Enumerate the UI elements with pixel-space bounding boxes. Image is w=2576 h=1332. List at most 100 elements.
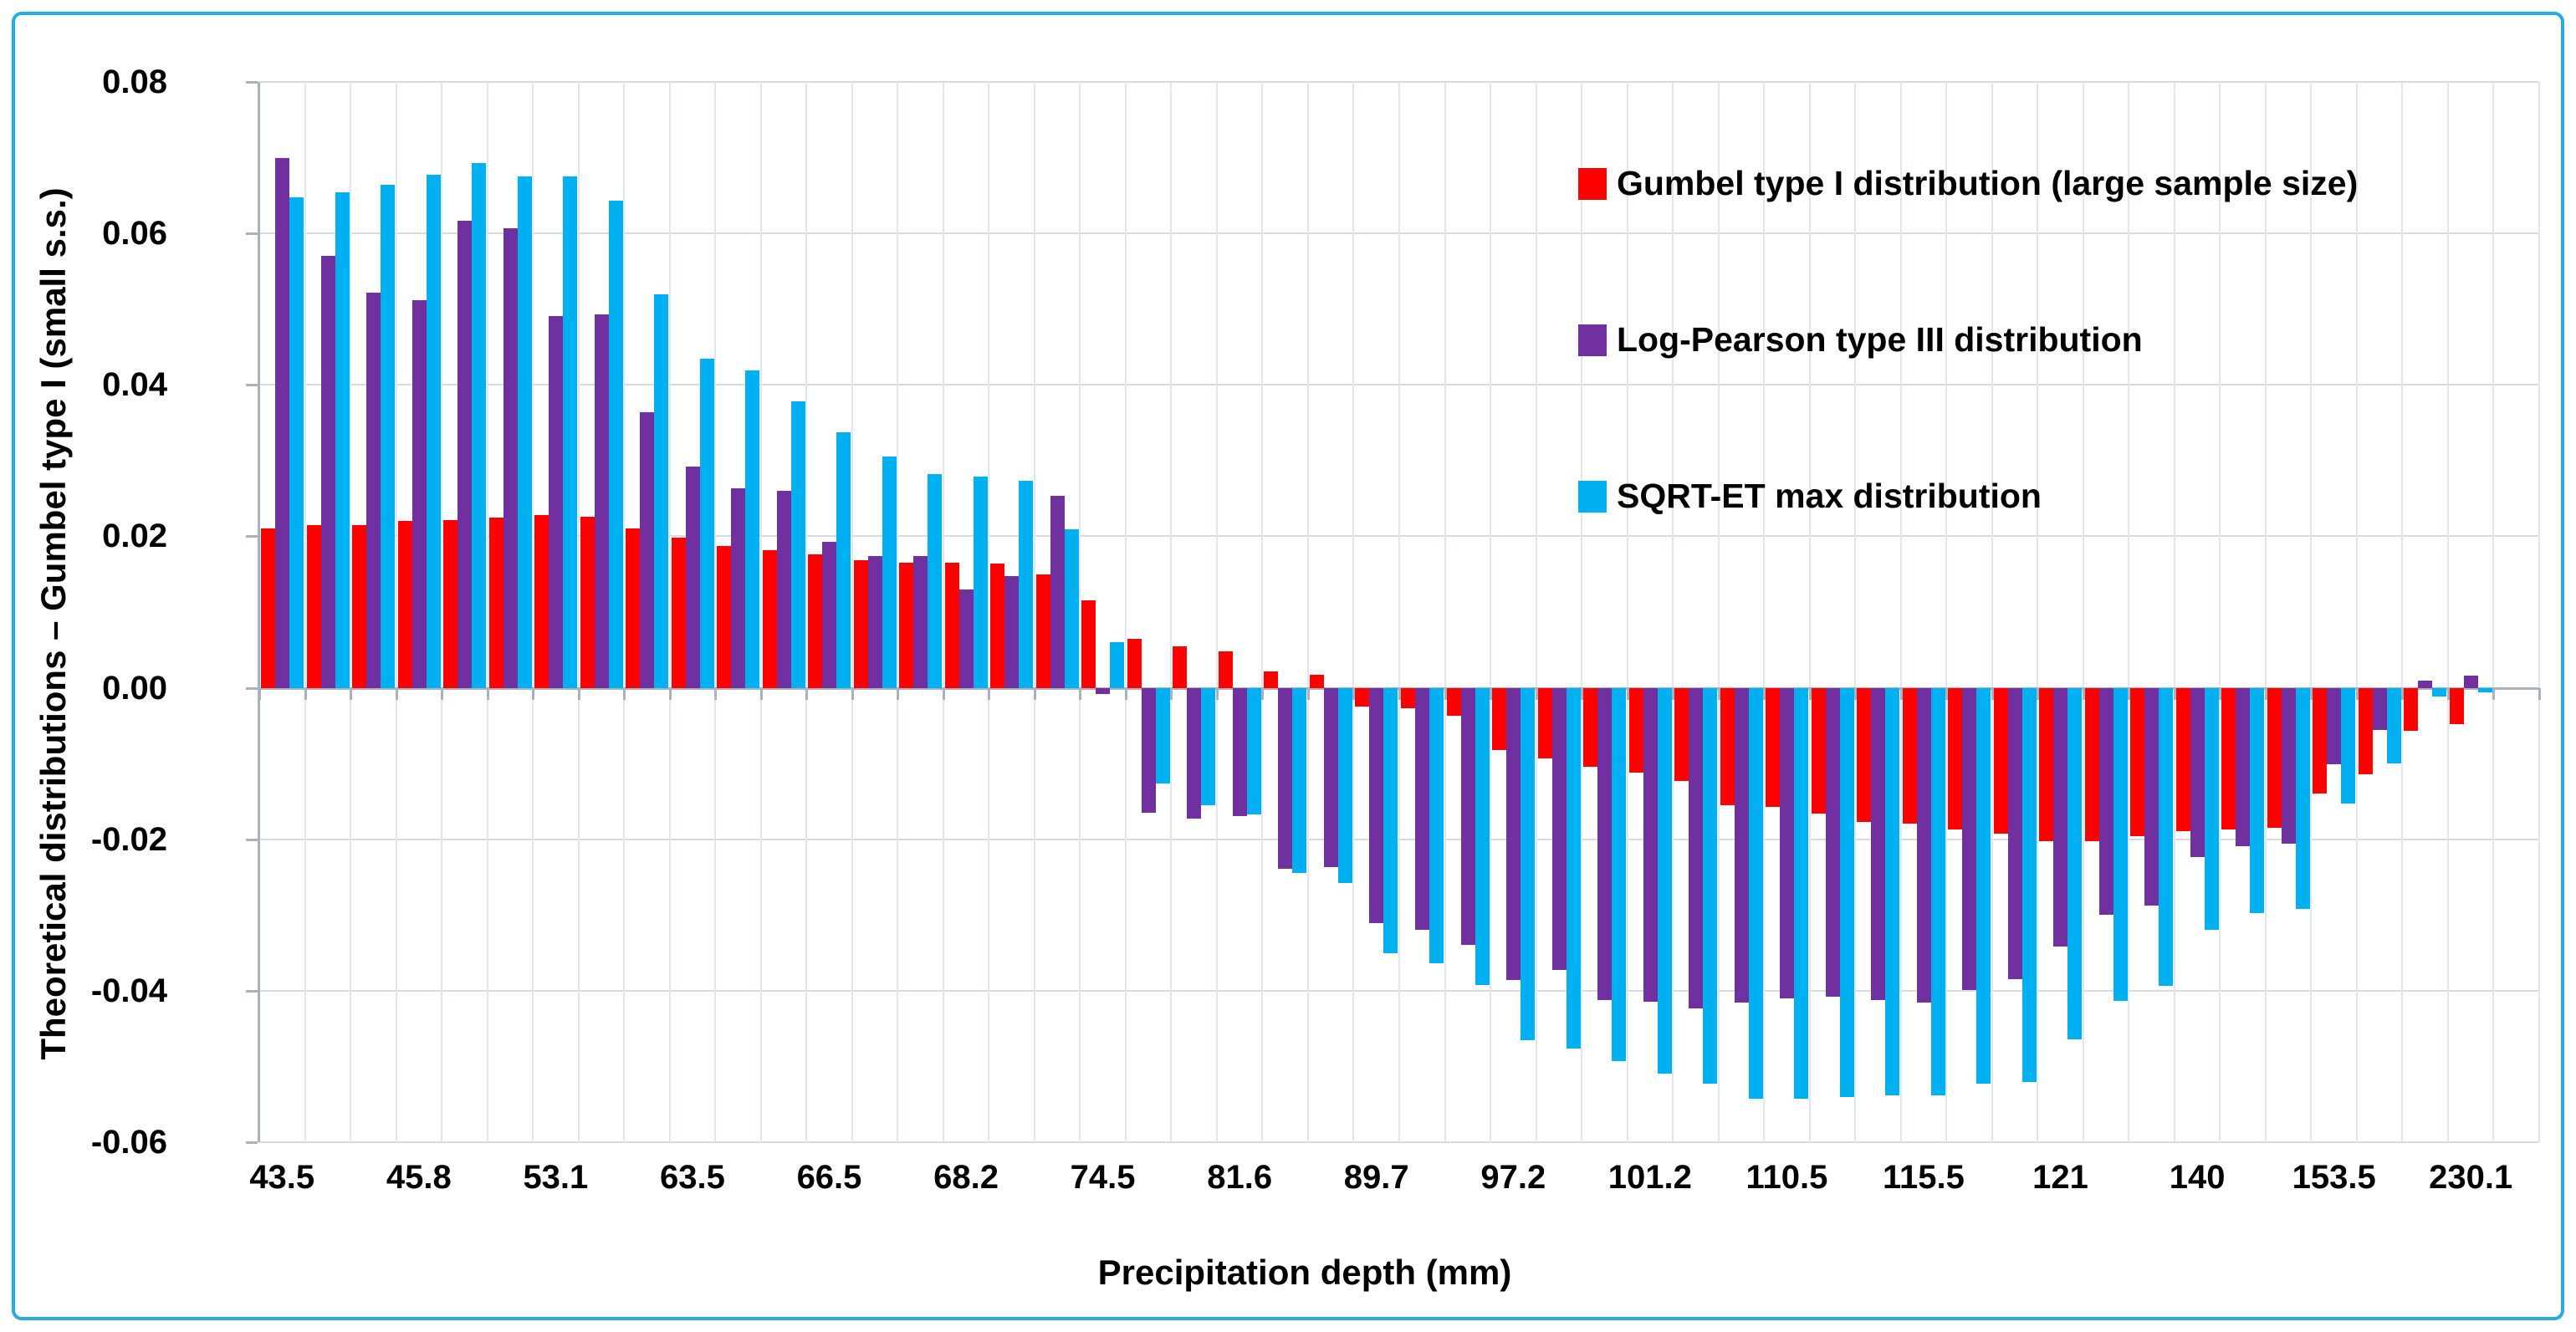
bar-sqrt-et-max xyxy=(2432,687,2447,697)
x-axis-tick xyxy=(1124,687,1127,700)
gridline-vertical xyxy=(1854,82,1857,1142)
x-tick-label: 110.5 xyxy=(1745,1159,1828,1196)
bar-log-pearson-iii xyxy=(1689,687,1704,1008)
x-tick-label: 121 xyxy=(2032,1159,2088,1196)
x-axis-tick xyxy=(623,687,626,700)
bar-gumbel-large-ss xyxy=(2221,687,2236,829)
x-axis-tick xyxy=(2446,687,2450,700)
bar-log-pearson-iii xyxy=(1506,687,1521,981)
bar-sqrt-et-max xyxy=(882,457,897,688)
bar-sqrt-et-max xyxy=(1383,687,1398,954)
gridline-vertical xyxy=(2264,82,2267,1142)
bar-log-pearson-iii xyxy=(2144,687,2159,906)
bar-sqrt-et-max xyxy=(1885,687,1900,1095)
gridline-vertical xyxy=(2538,82,2540,1142)
x-axis-tick xyxy=(1444,687,1447,700)
bar-gumbel-large-ss xyxy=(2313,687,2328,794)
bar-sqrt-et-max xyxy=(973,476,988,688)
y-axis-tick xyxy=(246,686,258,690)
x-axis-tick xyxy=(1215,687,1219,700)
bar-gumbel-large-ss xyxy=(2130,687,2145,837)
bar-log-pearson-iii xyxy=(1415,687,1429,931)
bar-log-pearson-iii xyxy=(1460,687,1475,945)
bar-sqrt-et-max xyxy=(2250,687,2265,913)
bar-gumbel-large-ss xyxy=(2039,687,2054,841)
bar-gumbel-large-ss xyxy=(1857,687,1872,822)
x-tick-label: 74.5 xyxy=(1070,1159,1136,1196)
bar-sqrt-et-max xyxy=(1976,687,1991,1084)
gridline-vertical xyxy=(395,82,397,1142)
x-axis-title: Precipitation depth (mm) xyxy=(1097,1253,1512,1292)
x-axis-tick xyxy=(350,687,353,700)
gridline-vertical xyxy=(2310,82,2313,1142)
bar-gumbel-large-ss xyxy=(1993,687,2008,834)
bar-gumbel-large-ss xyxy=(1035,574,1050,688)
x-tick-label: 89.7 xyxy=(1343,1159,1409,1196)
bar-gumbel-large-ss xyxy=(2267,687,2282,829)
x-axis-tick xyxy=(2264,687,2267,700)
bar-gumbel-large-ss xyxy=(671,538,686,688)
gridline-vertical xyxy=(1079,82,1081,1142)
bar-gumbel-large-ss xyxy=(1218,651,1233,688)
gridline-vertical xyxy=(805,82,808,1142)
bar-sqrt-et-max xyxy=(608,201,623,688)
x-axis-tick xyxy=(2538,687,2541,700)
bar-gumbel-large-ss xyxy=(1492,687,1507,750)
y-axis-line xyxy=(258,82,260,1142)
bar-log-pearson-iii xyxy=(2098,687,2113,916)
bar-log-pearson-iii xyxy=(411,299,427,688)
bar-gumbel-large-ss xyxy=(990,564,1005,688)
legend-item-log-pearson: Log-Pearson type III distribution xyxy=(1578,320,2358,360)
x-axis-tick xyxy=(1079,687,1082,700)
legend-item-sqrt-et: SQRT-ET max distribution xyxy=(1578,477,2358,516)
gridline-vertical xyxy=(1490,82,1492,1142)
x-axis-tick xyxy=(2037,687,2040,700)
bar-sqrt-et-max xyxy=(1566,687,1581,1049)
bar-sqrt-et-max xyxy=(1019,481,1034,688)
bar-gumbel-large-ss xyxy=(2175,687,2190,831)
bar-sqrt-et-max xyxy=(426,175,441,688)
gridline-vertical xyxy=(2082,82,2084,1142)
x-axis-tick xyxy=(1808,687,1812,700)
bar-log-pearson-iii xyxy=(594,314,609,688)
bar-gumbel-large-ss xyxy=(1674,687,1689,781)
legend-swatch-sqrt-et xyxy=(1578,480,1607,513)
x-axis-tick xyxy=(1170,687,1173,700)
bar-gumbel-large-ss xyxy=(1127,638,1142,688)
bar-log-pearson-iii xyxy=(549,315,564,688)
y-tick-label: 0.06 xyxy=(102,215,167,253)
x-axis-tick xyxy=(395,687,398,700)
bar-gumbel-large-ss xyxy=(1766,687,1781,807)
gridline-horizontal xyxy=(259,1141,2539,1143)
bar-log-pearson-iii xyxy=(2463,676,2478,688)
x-axis-tick xyxy=(1490,687,1493,700)
bar-log-pearson-iii xyxy=(731,488,746,688)
legend-label-sqrt-et: SQRT-ET max distribution xyxy=(1617,477,2042,515)
bar-gumbel-large-ss xyxy=(261,528,275,688)
x-axis-tick xyxy=(1854,687,1858,700)
x-tick-label: 68.2 xyxy=(933,1159,999,1196)
bar-log-pearson-iii xyxy=(1187,687,1202,819)
x-axis-tick xyxy=(2310,687,2313,700)
x-tick-label: 53.1 xyxy=(523,1159,589,1196)
bar-log-pearson-iii xyxy=(913,555,928,688)
bar-log-pearson-iii xyxy=(958,589,974,688)
x-axis-tick xyxy=(714,687,718,700)
x-tick-label: 97.2 xyxy=(1480,1159,1546,1196)
bar-log-pearson-iii xyxy=(2281,687,2296,845)
y-tick-label: -0.06 xyxy=(90,1124,167,1161)
gridline-vertical xyxy=(1352,82,1355,1142)
bar-log-pearson-iii xyxy=(1323,687,1338,868)
bar-sqrt-et-max xyxy=(2341,687,2356,804)
bar-log-pearson-iii xyxy=(1232,687,1247,816)
x-axis-tick xyxy=(1306,687,1310,700)
x-tick-label: 140 xyxy=(2169,1159,2226,1196)
bar-log-pearson-iii xyxy=(640,411,655,688)
y-tick-label: 0.08 xyxy=(102,64,167,100)
x-axis-tick xyxy=(1535,687,1538,700)
bar-log-pearson-iii xyxy=(1096,687,1111,694)
y-axis-tick xyxy=(246,1141,258,1144)
gridline-vertical xyxy=(1033,82,1035,1142)
y-tick-label: -0.04 xyxy=(90,972,167,1009)
